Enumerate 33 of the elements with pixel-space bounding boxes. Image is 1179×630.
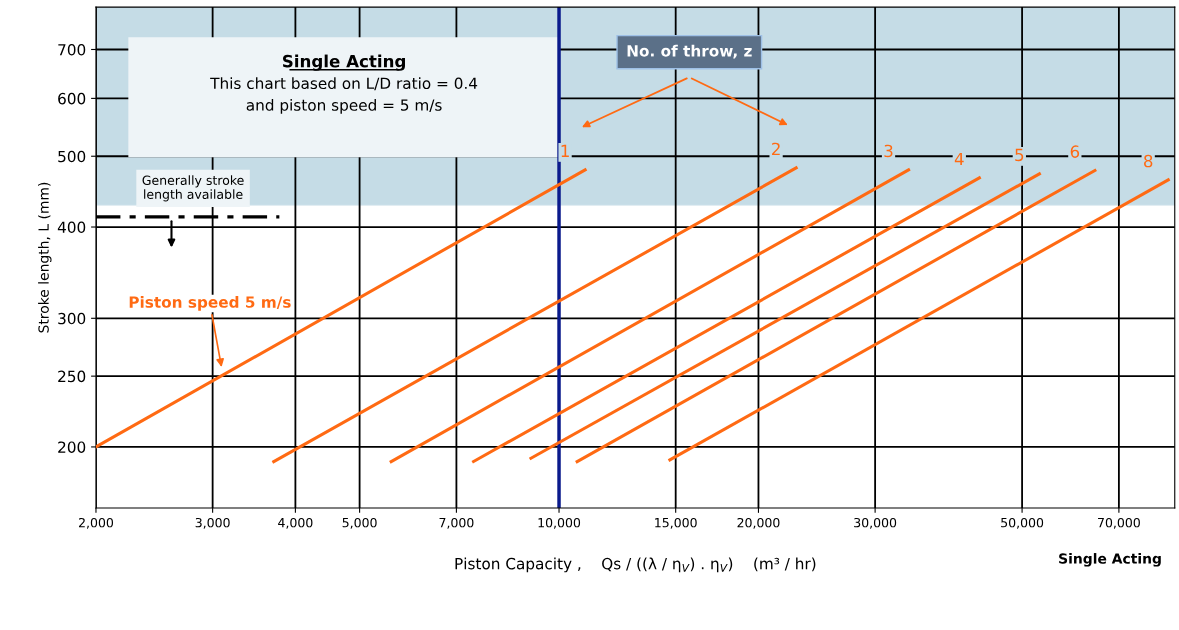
series-label: 8 [1144, 154, 1153, 168]
annotation: This chart based on L/D ratio = 0.4 and piston speed = 5 m/s [210, 77, 478, 114]
y-tick-label: 300 [58, 312, 86, 325]
y-tick-label: 400 [57, 221, 86, 234]
annotation: Piston speed 5 m/s [129, 296, 291, 311]
legend-label: 2 [772, 142, 780, 156]
series-label: 6 [1070, 145, 1080, 158]
x-tick-label: 20,000 [737, 517, 780, 529]
x-tick-label: 30,000 [854, 517, 897, 529]
x-tick-label: 50,000 [1001, 517, 1044, 529]
annotation: Single Acting [282, 54, 405, 71]
series-label: 1 [561, 144, 569, 157]
text: Single Acting [1059, 553, 1161, 567]
x-tick-label: 5,000 [342, 517, 377, 529]
x-tick-label: 4,000 [278, 517, 313, 529]
x-axis-title: Piston Capacity , Qs / ((λ / η$_{V}$) . η$_{V}$) (m³ / hr) [455, 557, 816, 573]
y-tick-label: 250 [58, 370, 86, 383]
x-tick-label: 7,000 [439, 517, 474, 529]
x-tick-label: 10,000 [538, 517, 581, 529]
x-tick-label: 3,000 [195, 517, 230, 529]
series-label: 3 [884, 144, 893, 158]
y-tick-label: 700 [58, 43, 86, 56]
y-tick-label: 200 [58, 441, 86, 453]
y-axis-title: Stroke length, L (mm) [38, 182, 52, 333]
y-tick-label: 500 [58, 150, 86, 163]
series-label: 4 [954, 152, 964, 166]
annotation: No. of throw, z [627, 44, 752, 59]
series-label: 5 [1015, 148, 1024, 162]
x-tick-label: 70,000 [1098, 517, 1140, 529]
x-tick-label: 15,000 [655, 517, 697, 529]
ref-line-label: Generally stroke length available [142, 175, 244, 202]
y-tick-label: 600 [58, 92, 86, 105]
x-tick-label: 2,000 [78, 517, 114, 529]
